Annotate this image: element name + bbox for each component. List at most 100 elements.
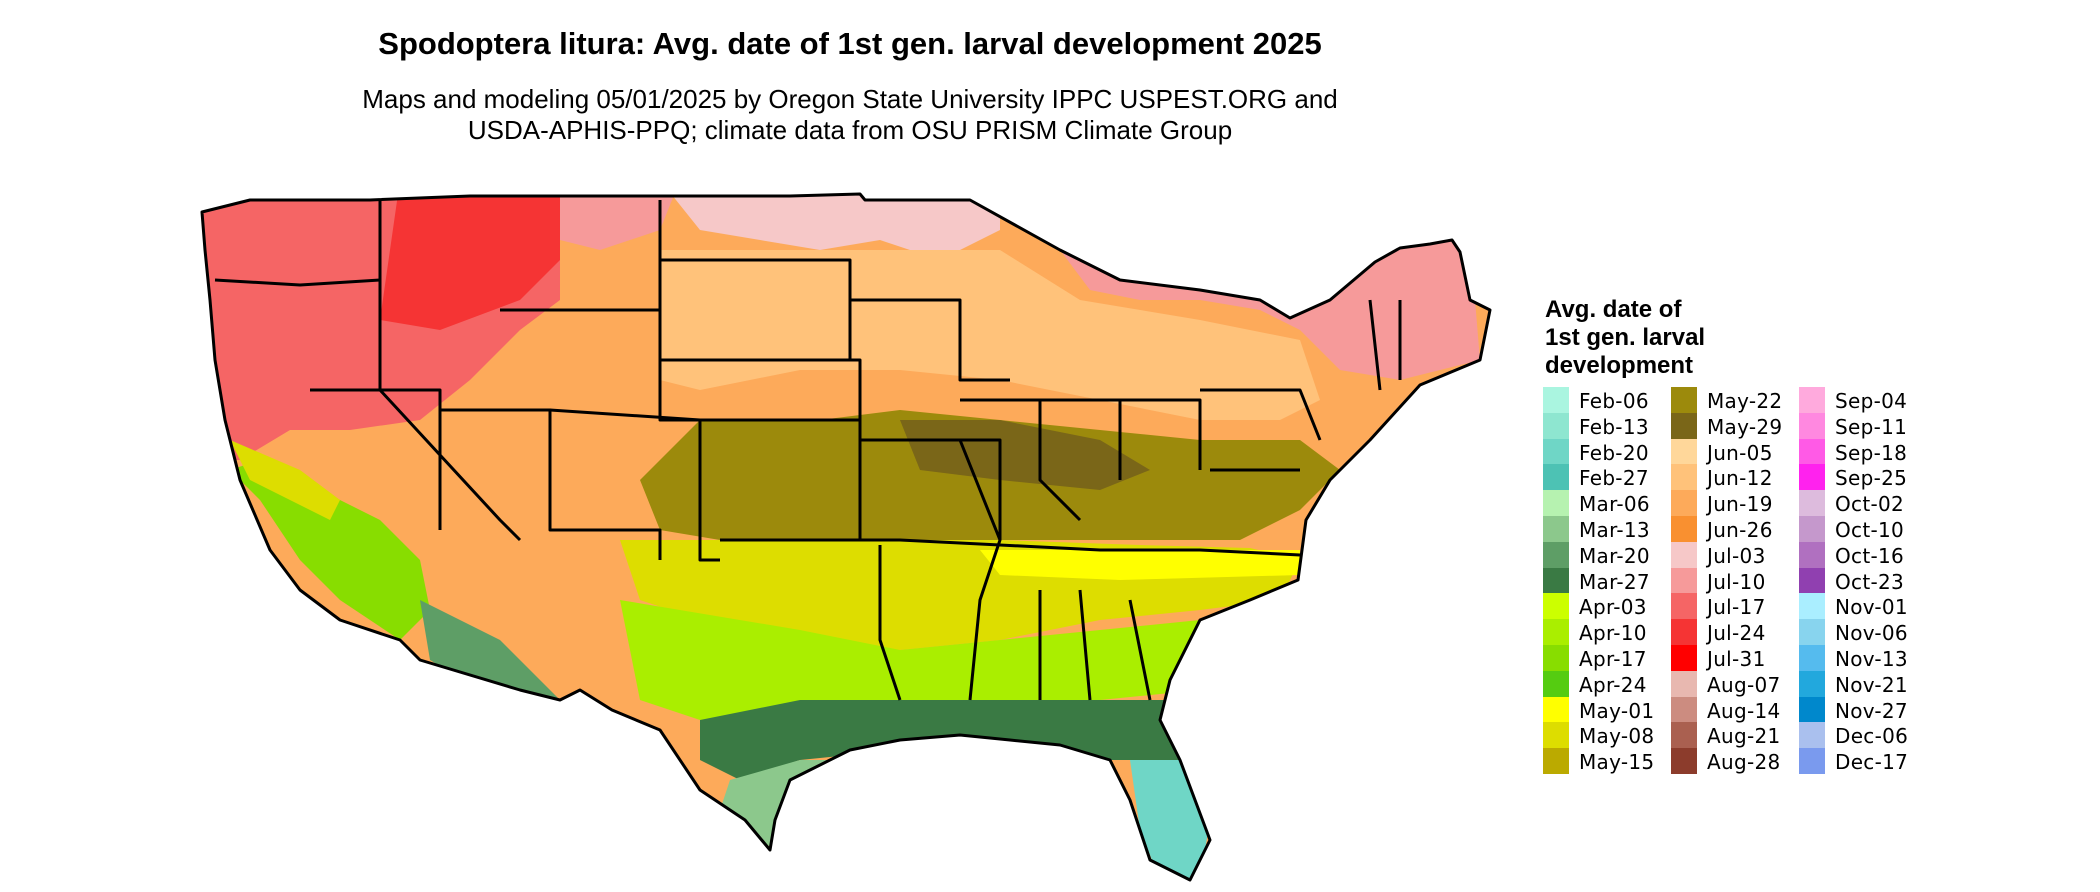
legend-swatch bbox=[1799, 490, 1825, 517]
legend-item: Mar-20 bbox=[1543, 541, 1671, 568]
map-title: Spodoptera litura: Avg. date of 1st gen.… bbox=[378, 26, 1322, 61]
legend-item: Oct-23 bbox=[1799, 567, 1927, 594]
legend-item: May-01 bbox=[1543, 696, 1671, 723]
border-ks-mo bbox=[860, 438, 1002, 540]
legend-title-line-3: development bbox=[1545, 352, 1694, 379]
legend-item: Feb-27 bbox=[1543, 464, 1671, 491]
legend-item: Feb-13 bbox=[1543, 412, 1671, 439]
border-mn-ia bbox=[850, 298, 1010, 382]
legend-swatch bbox=[1543, 619, 1569, 646]
border-co-ks bbox=[549, 408, 862, 540]
legend-item: Nov-01 bbox=[1799, 593, 1927, 620]
border-ut-co-nm bbox=[440, 408, 662, 560]
subtitle-line-2: USDA-APHIS-PPQ; climate data from OSU PR… bbox=[467, 115, 1233, 145]
legend-item: Jun-12 bbox=[1671, 464, 1799, 491]
legend-swatch bbox=[1671, 464, 1697, 491]
legend-label: Oct-02 bbox=[1835, 492, 1905, 517]
legend-item: Oct-02 bbox=[1799, 490, 1927, 517]
legend-swatch bbox=[1671, 696, 1697, 723]
legend-swatch bbox=[1671, 619, 1697, 646]
legend-item: Apr-24 bbox=[1543, 670, 1671, 697]
legend-swatch bbox=[1799, 412, 1825, 439]
legend-item: Aug-21 bbox=[1671, 722, 1799, 749]
border-pa-va bbox=[1200, 388, 1322, 472]
legend-swatch bbox=[1543, 645, 1569, 671]
legend-item: Aug-14 bbox=[1671, 696, 1799, 723]
legend-item: Apr-10 bbox=[1543, 619, 1671, 646]
legend-label: Jun-19 bbox=[1707, 492, 1773, 517]
legend-swatch bbox=[1543, 438, 1569, 465]
legend-swatch bbox=[1799, 722, 1825, 749]
legend-item: Nov-27 bbox=[1799, 696, 1927, 723]
legend-label: Mar-13 bbox=[1579, 518, 1650, 542]
legend-label: Aug-28 bbox=[1707, 750, 1781, 775]
legend-swatch bbox=[1543, 412, 1569, 439]
legend-swatch bbox=[1799, 516, 1825, 542]
legend-title: Avg. date of 1st gen. larval development bbox=[1545, 296, 1705, 380]
legend-label: Sep-18 bbox=[1835, 440, 1908, 465]
legend-item: Feb-20 bbox=[1543, 438, 1671, 465]
legend-label: Nov-13 bbox=[1835, 647, 1908, 671]
legend-label: Aug-14 bbox=[1707, 698, 1781, 723]
zone-california bbox=[230, 460, 430, 640]
legend-label: Apr-17 bbox=[1579, 647, 1647, 671]
legend-item: May-08 bbox=[1543, 722, 1671, 749]
legend-item: May-15 bbox=[1543, 748, 1671, 775]
legend-label: May-29 bbox=[1707, 414, 1783, 439]
legend-label: Mar-06 bbox=[1579, 492, 1650, 517]
legend-label: Oct-16 bbox=[1835, 543, 1905, 568]
legend-swatch bbox=[1543, 696, 1569, 723]
legend-swatch bbox=[1799, 593, 1825, 620]
legend-swatch bbox=[1671, 516, 1697, 542]
legend-item: Mar-06 bbox=[1543, 490, 1671, 517]
legend-swatch bbox=[1671, 567, 1697, 594]
legend-label: Feb-06 bbox=[1579, 389, 1649, 413]
subtitle-line-1: Maps and modeling 05/01/2025 by Oregon S… bbox=[362, 84, 1338, 114]
legend-swatch bbox=[1671, 722, 1697, 749]
legend-swatch bbox=[1543, 516, 1569, 542]
legend-label: Feb-27 bbox=[1579, 466, 1649, 491]
border-nd-sd bbox=[660, 258, 852, 360]
legend-item: Jun-05 bbox=[1671, 438, 1799, 465]
legend-label: Mar-27 bbox=[1579, 569, 1650, 594]
legend-item: Jun-26 bbox=[1671, 516, 1799, 542]
legend-label: Jul-03 bbox=[1707, 543, 1766, 568]
legend-item: Jul-31 bbox=[1671, 645, 1799, 671]
legend-swatch bbox=[1543, 387, 1569, 413]
us-outline bbox=[200, 192, 1492, 882]
legend-item: Sep-11 bbox=[1799, 412, 1927, 439]
border-south-states bbox=[1038, 589, 1152, 701]
legend-item: Nov-21 bbox=[1799, 670, 1927, 697]
legend-label: Sep-04 bbox=[1835, 389, 1908, 413]
legend-label: Feb-20 bbox=[1579, 440, 1649, 465]
legend-label: Apr-10 bbox=[1579, 621, 1647, 646]
legend-swatch bbox=[1543, 464, 1569, 491]
legend-swatch bbox=[1799, 696, 1825, 723]
legend-swatch bbox=[1543, 490, 1569, 517]
legend-item: May-22 bbox=[1671, 387, 1799, 413]
legend-label: Jul-31 bbox=[1707, 647, 1766, 671]
border-36-30 bbox=[720, 538, 1301, 557]
legend-item: Nov-06 bbox=[1799, 619, 1927, 646]
legend-label: Nov-21 bbox=[1835, 672, 1908, 697]
legend-item: Sep-25 bbox=[1799, 464, 1927, 491]
border-new-england bbox=[1368, 299, 1402, 391]
legend-swatch bbox=[1543, 593, 1569, 620]
legend-label: Jun-12 bbox=[1707, 466, 1773, 491]
legend-label: May-22 bbox=[1707, 389, 1783, 413]
legend-label: Jun-05 bbox=[1707, 440, 1773, 465]
legend-swatch bbox=[1671, 670, 1697, 697]
legend-swatch bbox=[1799, 748, 1825, 775]
legend-item: Mar-27 bbox=[1543, 567, 1671, 594]
zone-rockies bbox=[380, 194, 560, 330]
legend-swatch bbox=[1799, 619, 1825, 646]
legend-label: Jun-26 bbox=[1707, 518, 1773, 542]
state-borders bbox=[200, 192, 1492, 882]
legend-item: Dec-17 bbox=[1799, 748, 1927, 775]
legend-title-line-1: Avg. date of bbox=[1545, 296, 1682, 323]
zone-ozarks bbox=[900, 420, 1150, 490]
zone-carolina bbox=[980, 550, 1300, 580]
legend-swatch bbox=[1671, 748, 1697, 775]
legend-item: Mar-13 bbox=[1543, 516, 1671, 542]
zone-plains bbox=[660, 250, 1320, 420]
